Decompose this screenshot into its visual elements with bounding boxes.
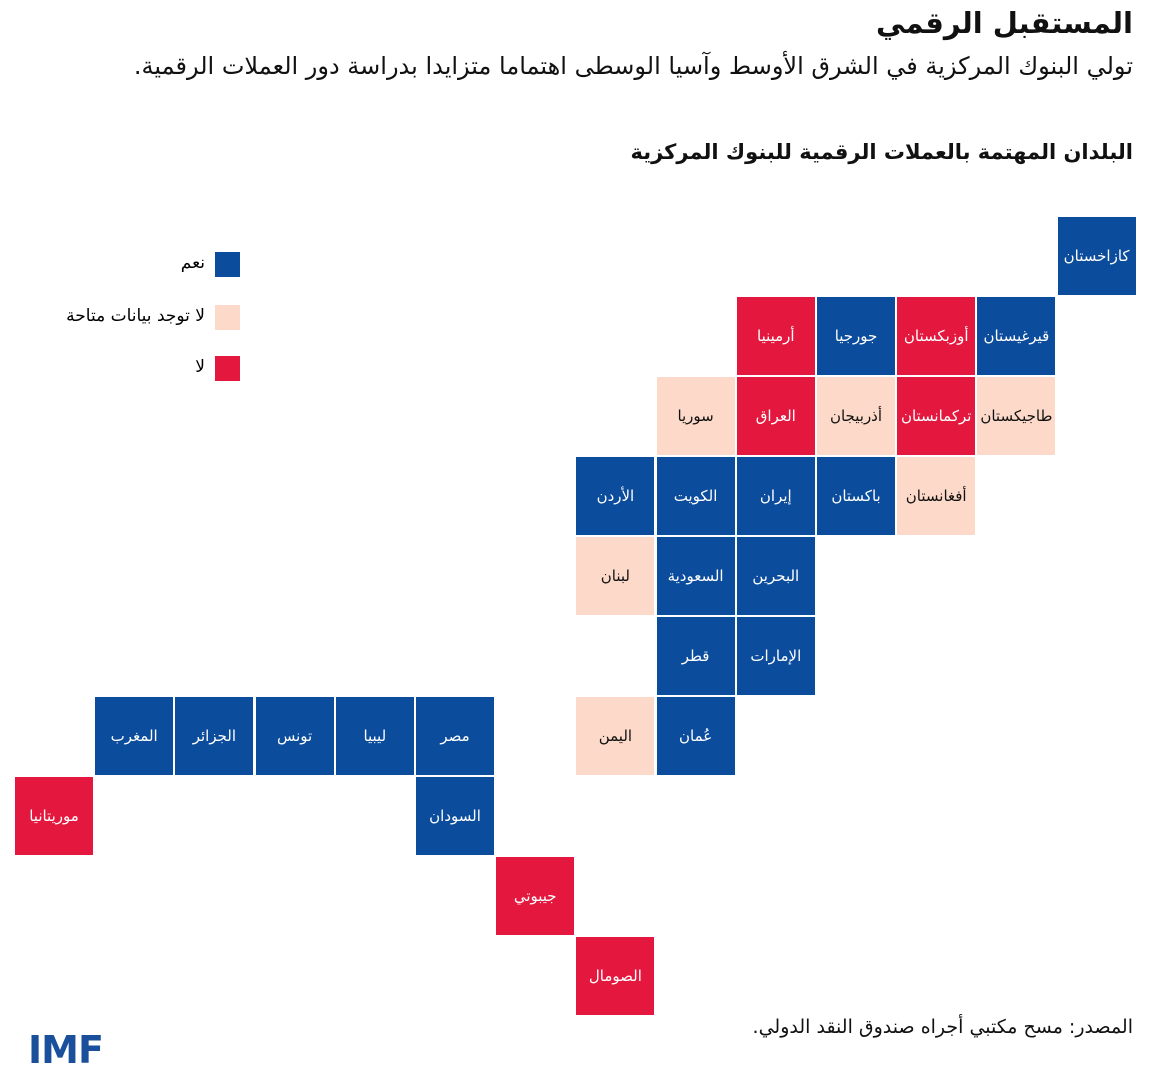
country-tile: الأردن [576,457,655,535]
country-tile: أوزبكستان [897,297,976,375]
legend-swatch [215,356,240,381]
country-tile: أذربيجان [817,377,895,455]
country-tile: اليمن [576,697,655,775]
title: المستقبل الرقمي [876,6,1133,40]
legend-label: لا [195,357,205,377]
country-tile: السودان [416,777,494,855]
legend-label: لا توجد بيانات متاحة [66,306,205,326]
subtitle: تولي البنوك المركزية في الشرق الأوسط وآس… [133,52,1133,80]
country-tile: ليبيا [335,697,414,775]
legend-swatch [215,305,240,330]
country-tile: المغرب [95,697,174,775]
country-tile: جيبوتي [496,857,575,935]
country-tile: جورجيا [817,297,895,375]
country-tile: عُمان [656,697,735,775]
country-tile: قطر [656,617,735,695]
country-tile: موريتانيا [15,777,93,855]
country-tile: قيرغيستان [977,297,1056,375]
country-tile: تركمانستان [897,377,976,455]
country-tile: تونس [255,697,334,775]
country-tile: الإمارات [736,617,815,695]
logo: IMF [28,1028,104,1072]
country-tile: الجزائر [175,697,254,775]
country-tile: الكويت [656,457,735,535]
country-tile: البحرين [736,537,815,615]
country-tile: كازاخستان [1057,217,1136,295]
country-tile: مصر [416,697,494,775]
country-tile: طاجيكستان [977,377,1056,455]
country-tile: الصومال [576,937,655,1015]
country-tile: السعودية [656,537,735,615]
country-tile: سوريا [656,377,735,455]
legend-swatch [215,252,240,277]
country-tile: أفغانستان [897,457,976,535]
source: المصدر: مسح مكتبي أجراه صندوق النقد الدو… [752,1016,1133,1038]
country-tile: باكستان [817,457,895,535]
country-tile: إيران [736,457,815,535]
country-tile: لبنان [576,537,655,615]
country-tile: أرمينيا [736,297,815,375]
legend-label: نعم [180,253,205,273]
country-tile: العراق [736,377,815,455]
map-title: البلدان المهتمة بالعملات الرقمية للبنوك … [630,140,1133,164]
